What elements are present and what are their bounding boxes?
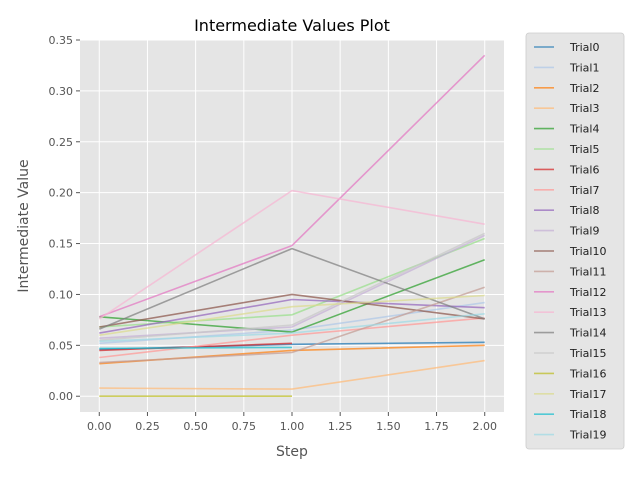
series-line-trial10 <box>99 293 485 328</box>
legend-label: Trial3 <box>569 102 599 115</box>
series-line-trial19 <box>99 313 485 343</box>
chart-title: Intermediate Values Plot <box>194 16 390 35</box>
legend-label: Trial12 <box>569 286 606 299</box>
legend-label: Trial7 <box>569 184 599 197</box>
legend-label: Trial8 <box>569 204 599 217</box>
legend-label: Trial9 <box>569 225 599 238</box>
y-tick-label: 0.20 <box>49 187 74 200</box>
plot-area: 0.00 0.25 0.50 0.75 1.00 1.25 1.50 1.75 2.00 0.00… <box>49 34 504 433</box>
x-tick-label: 0.00 <box>87 420 112 433</box>
y-tick-label: 0.05 <box>49 339 74 352</box>
y-tick-label: 0.25 <box>49 136 74 149</box>
x-tick-label: 1.00 <box>280 420 305 433</box>
series-line-trial18 <box>99 346 293 350</box>
legend-label: Trial6 <box>569 163 599 176</box>
legend-label: Trial1 <box>569 61 599 74</box>
legend-label: Trial17 <box>569 388 606 401</box>
y-tick-label: 0.00 <box>49 390 74 403</box>
legend-label: Trial18 <box>569 408 606 421</box>
x-axis-label: Step <box>276 444 308 460</box>
series-line-trial17 <box>99 294 485 336</box>
y-tick-label: 0.35 <box>49 34 74 47</box>
series-line-trial3 <box>99 359 485 390</box>
legend-label: Trial2 <box>569 82 599 95</box>
series-line-trial14 <box>98 247 485 330</box>
y-axis-label: Intermediate Value <box>16 159 32 292</box>
x-tick-label: 1.25 <box>328 420 353 433</box>
series-line-trial7 <box>99 317 485 359</box>
legend-label: Trial10 <box>569 245 606 258</box>
legend-label: Trial5 <box>569 143 599 156</box>
legend-label: Trial4 <box>569 123 599 136</box>
legend-label: Trial15 <box>569 347 606 360</box>
y-tick-label: 0.10 <box>49 288 74 301</box>
x-tick-label: 0.50 <box>183 420 208 433</box>
series-line-trial12 <box>99 54 486 318</box>
legend: Trial0 Trial1 Trial2 Trial3 Trial4 Trial5 Tria… <box>525 32 625 450</box>
series-line-trial8 <box>99 298 485 334</box>
x-tick-label: 1.50 <box>376 420 401 433</box>
legend-label: Trial19 <box>569 429 606 442</box>
y-tick-label: 0.30 <box>49 85 74 98</box>
x-tick-label: 0.25 <box>135 420 160 433</box>
legend-box <box>525 32 625 450</box>
series-line-trial15 <box>99 232 486 341</box>
legend-label: Trial16 <box>569 367 606 380</box>
legend-label: Trial13 <box>569 306 606 319</box>
legend-label: Trial11 <box>569 265 606 278</box>
x-tick-label: 1.75 <box>424 420 449 433</box>
series-line-trial13 <box>98 189 485 320</box>
series-line-trial11 <box>99 286 485 364</box>
legend-label: Trial14 <box>569 327 606 340</box>
y-tick-label: 0.15 <box>49 238 74 251</box>
legend-label: Trial0 <box>569 41 599 54</box>
x-tick-label: 0.75 <box>232 420 257 433</box>
x-tick-label: 2.00 <box>472 420 497 433</box>
